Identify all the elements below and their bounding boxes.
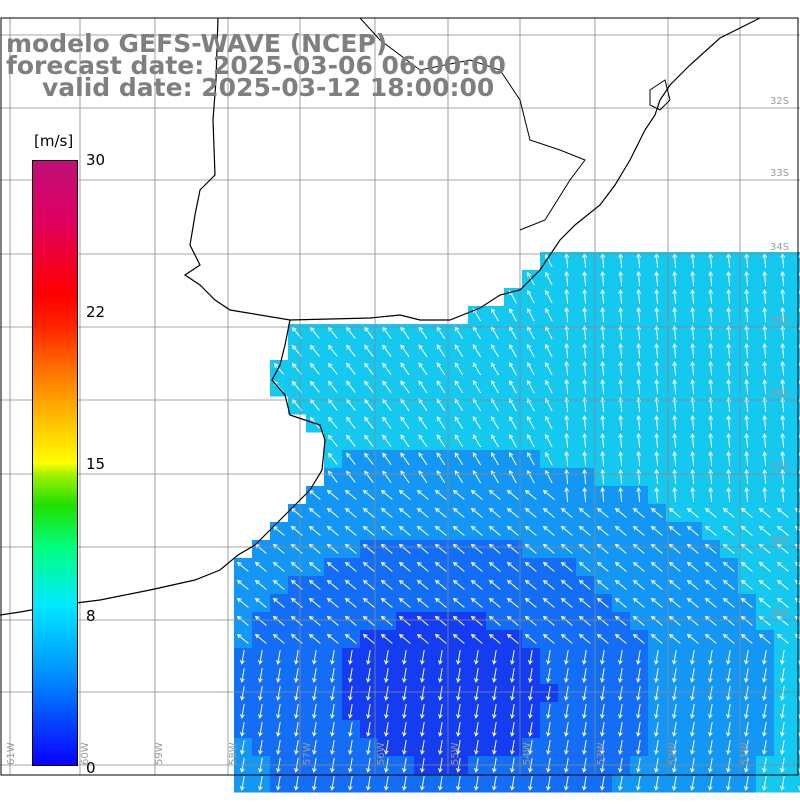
latitude-label: 33S bbox=[770, 168, 789, 179]
wind-cell bbox=[792, 666, 800, 685]
wind-cell bbox=[792, 594, 800, 613]
longitude-label: 56W bbox=[376, 742, 387, 765]
wind-cell bbox=[792, 378, 800, 397]
longitude-label: 53W bbox=[596, 742, 607, 765]
longitude-label: 52W bbox=[668, 742, 679, 765]
longitude-label: 51W bbox=[740, 742, 751, 765]
wind-cell bbox=[792, 684, 800, 703]
colorbar-unit: [m/s] bbox=[34, 132, 73, 150]
longitude-label: 55W bbox=[450, 742, 461, 765]
wind-cell bbox=[792, 270, 800, 289]
colorbar-tick-30: 30 bbox=[86, 151, 105, 169]
wind-cell bbox=[792, 396, 800, 415]
latitude-label: 37S bbox=[770, 462, 789, 473]
wind-cell bbox=[792, 486, 800, 505]
longitude-label: 57W bbox=[302, 742, 313, 765]
title-valid-date: valid date: 2025-03-12 18:00:00 bbox=[42, 75, 494, 100]
longitude-label: 54W bbox=[522, 742, 533, 765]
latitude-label: 39S bbox=[770, 608, 789, 619]
colorbar-tick-15: 15 bbox=[86, 455, 105, 473]
wind-speed-field bbox=[234, 252, 800, 793]
wind-cell bbox=[792, 360, 800, 379]
wind-cell bbox=[792, 630, 800, 649]
wind-cell bbox=[792, 648, 800, 667]
wind-cell bbox=[792, 504, 800, 523]
colorbar-tick-22: 22 bbox=[86, 303, 105, 321]
lagoon-path bbox=[650, 80, 670, 110]
wind-cell bbox=[792, 612, 800, 631]
wind-cell bbox=[792, 306, 800, 325]
latitude-label: 32S bbox=[770, 96, 789, 107]
uruguay-river-path bbox=[360, 18, 585, 230]
latitude-label: 35S bbox=[770, 315, 789, 326]
wind-cell bbox=[792, 774, 800, 793]
wind-cell bbox=[792, 720, 800, 739]
wind-cell bbox=[792, 342, 800, 361]
wind-cell bbox=[792, 288, 800, 307]
wind-cell bbox=[792, 468, 800, 487]
wind-cell bbox=[792, 522, 800, 541]
wind-cell bbox=[792, 702, 800, 721]
wind-cell bbox=[792, 450, 800, 469]
longitude-label: 61W bbox=[6, 742, 17, 765]
latitude-label: 36S bbox=[770, 388, 789, 399]
colorbar bbox=[32, 160, 78, 766]
longitude-label: 59W bbox=[154, 742, 165, 765]
latitude-label: 38S bbox=[770, 535, 789, 546]
wind-cell bbox=[792, 414, 800, 433]
latitude-label: 34S bbox=[770, 242, 789, 253]
longitude-label: 58W bbox=[228, 742, 239, 765]
wind-cell bbox=[792, 576, 800, 595]
colorbar-tick-0: 0 bbox=[86, 759, 96, 777]
colorbar-tick-8: 8 bbox=[86, 607, 96, 625]
wind-cell bbox=[792, 432, 800, 451]
wind-cell bbox=[792, 558, 800, 577]
wind-cell bbox=[792, 738, 800, 757]
wind-cell bbox=[792, 540, 800, 559]
wind-cell bbox=[792, 252, 800, 271]
